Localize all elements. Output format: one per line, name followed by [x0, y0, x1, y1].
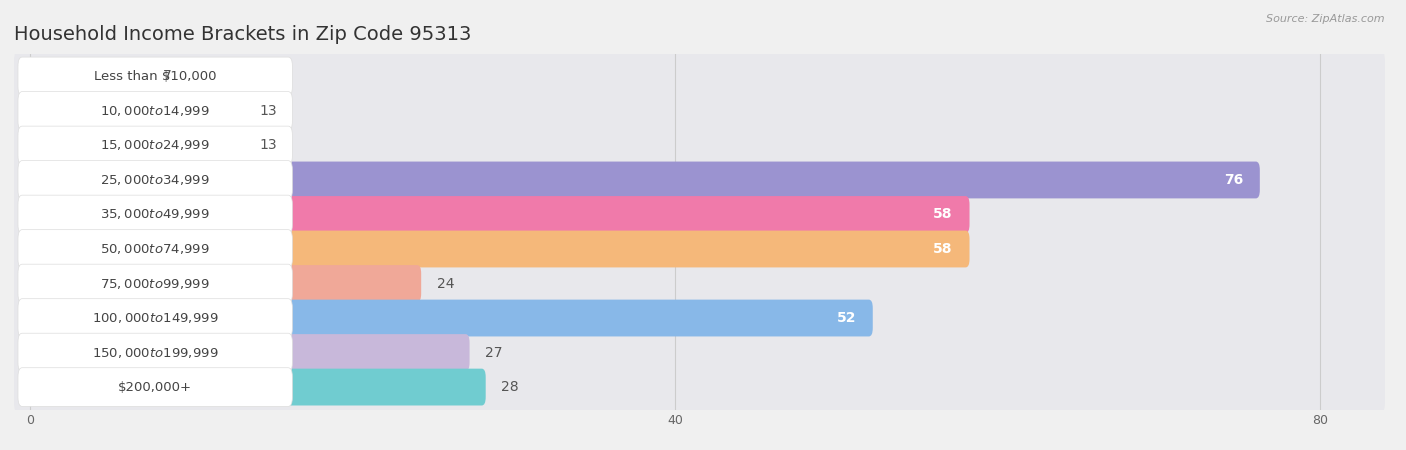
Text: 58: 58: [934, 207, 953, 221]
Text: $10,000 to $14,999: $10,000 to $14,999: [100, 104, 209, 118]
FancyBboxPatch shape: [27, 93, 243, 129]
FancyBboxPatch shape: [14, 50, 1385, 103]
Text: $15,000 to $24,999: $15,000 to $24,999: [100, 139, 209, 153]
FancyBboxPatch shape: [18, 57, 292, 96]
FancyBboxPatch shape: [18, 299, 292, 338]
Text: $25,000 to $34,999: $25,000 to $34,999: [100, 173, 209, 187]
FancyBboxPatch shape: [14, 361, 1385, 413]
FancyBboxPatch shape: [27, 230, 970, 267]
FancyBboxPatch shape: [18, 126, 292, 165]
Text: 28: 28: [501, 380, 519, 394]
FancyBboxPatch shape: [18, 195, 292, 234]
Text: 24: 24: [437, 276, 454, 291]
FancyBboxPatch shape: [27, 300, 873, 337]
FancyBboxPatch shape: [18, 368, 292, 406]
Text: $200,000+: $200,000+: [118, 381, 193, 394]
Text: 76: 76: [1223, 173, 1243, 187]
Text: Less than $10,000: Less than $10,000: [94, 70, 217, 83]
FancyBboxPatch shape: [14, 292, 1385, 344]
FancyBboxPatch shape: [27, 127, 243, 164]
Text: $35,000 to $49,999: $35,000 to $49,999: [100, 207, 209, 221]
Text: 27: 27: [485, 346, 502, 360]
FancyBboxPatch shape: [14, 223, 1385, 275]
Text: 52: 52: [837, 311, 856, 325]
FancyBboxPatch shape: [14, 119, 1385, 172]
Text: $150,000 to $199,999: $150,000 to $199,999: [91, 346, 218, 360]
FancyBboxPatch shape: [27, 334, 470, 371]
Text: 13: 13: [259, 104, 277, 118]
Text: 7: 7: [163, 69, 172, 83]
FancyBboxPatch shape: [27, 162, 1260, 198]
Text: $50,000 to $74,999: $50,000 to $74,999: [100, 242, 209, 256]
FancyBboxPatch shape: [14, 85, 1385, 137]
FancyBboxPatch shape: [18, 161, 292, 199]
FancyBboxPatch shape: [27, 265, 422, 302]
FancyBboxPatch shape: [27, 196, 970, 233]
FancyBboxPatch shape: [18, 230, 292, 268]
FancyBboxPatch shape: [14, 154, 1385, 206]
FancyBboxPatch shape: [18, 264, 292, 303]
FancyBboxPatch shape: [14, 188, 1385, 241]
Text: $75,000 to $99,999: $75,000 to $99,999: [100, 276, 209, 291]
Text: 58: 58: [934, 242, 953, 256]
Text: Household Income Brackets in Zip Code 95313: Household Income Brackets in Zip Code 95…: [14, 25, 471, 44]
FancyBboxPatch shape: [14, 257, 1385, 310]
FancyBboxPatch shape: [27, 369, 485, 405]
Text: 13: 13: [259, 139, 277, 153]
FancyBboxPatch shape: [14, 326, 1385, 379]
Text: $100,000 to $149,999: $100,000 to $149,999: [91, 311, 218, 325]
Text: Source: ZipAtlas.com: Source: ZipAtlas.com: [1267, 14, 1385, 23]
FancyBboxPatch shape: [18, 92, 292, 130]
FancyBboxPatch shape: [18, 333, 292, 372]
FancyBboxPatch shape: [27, 58, 148, 95]
